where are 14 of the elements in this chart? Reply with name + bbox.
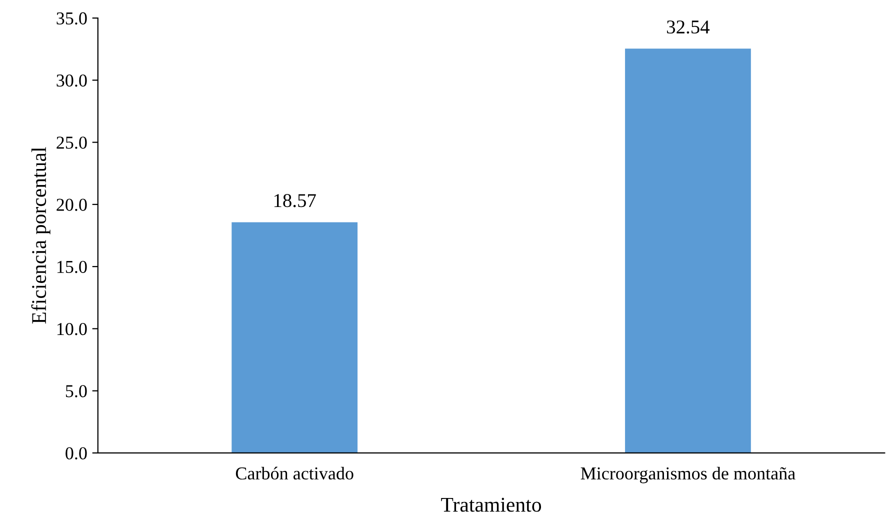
y-axis-title: Eficiencia porcentual xyxy=(31,147,50,324)
y-tick-label: 10.0 xyxy=(57,322,87,336)
y-tick-label: 25.0 xyxy=(56,136,87,149)
y-tick-label: 30.0 xyxy=(56,74,87,87)
y-tick-label: 15.0 xyxy=(57,260,87,274)
y-tick-label: 20.0 xyxy=(56,198,87,211)
y-tick-label: 5.0 xyxy=(66,385,87,398)
data-label: 18.57 xyxy=(274,194,316,208)
data-label: 32.54 xyxy=(667,20,710,34)
y-tick-label: 0.0 xyxy=(66,447,87,460)
y-tick-label: 35.0 xyxy=(56,12,87,25)
x-tick-label: Carbón activado xyxy=(236,466,354,480)
x-tick-label: Microorganismos de montaña xyxy=(580,466,796,484)
x-axis-title: Tratamiento xyxy=(441,498,542,512)
